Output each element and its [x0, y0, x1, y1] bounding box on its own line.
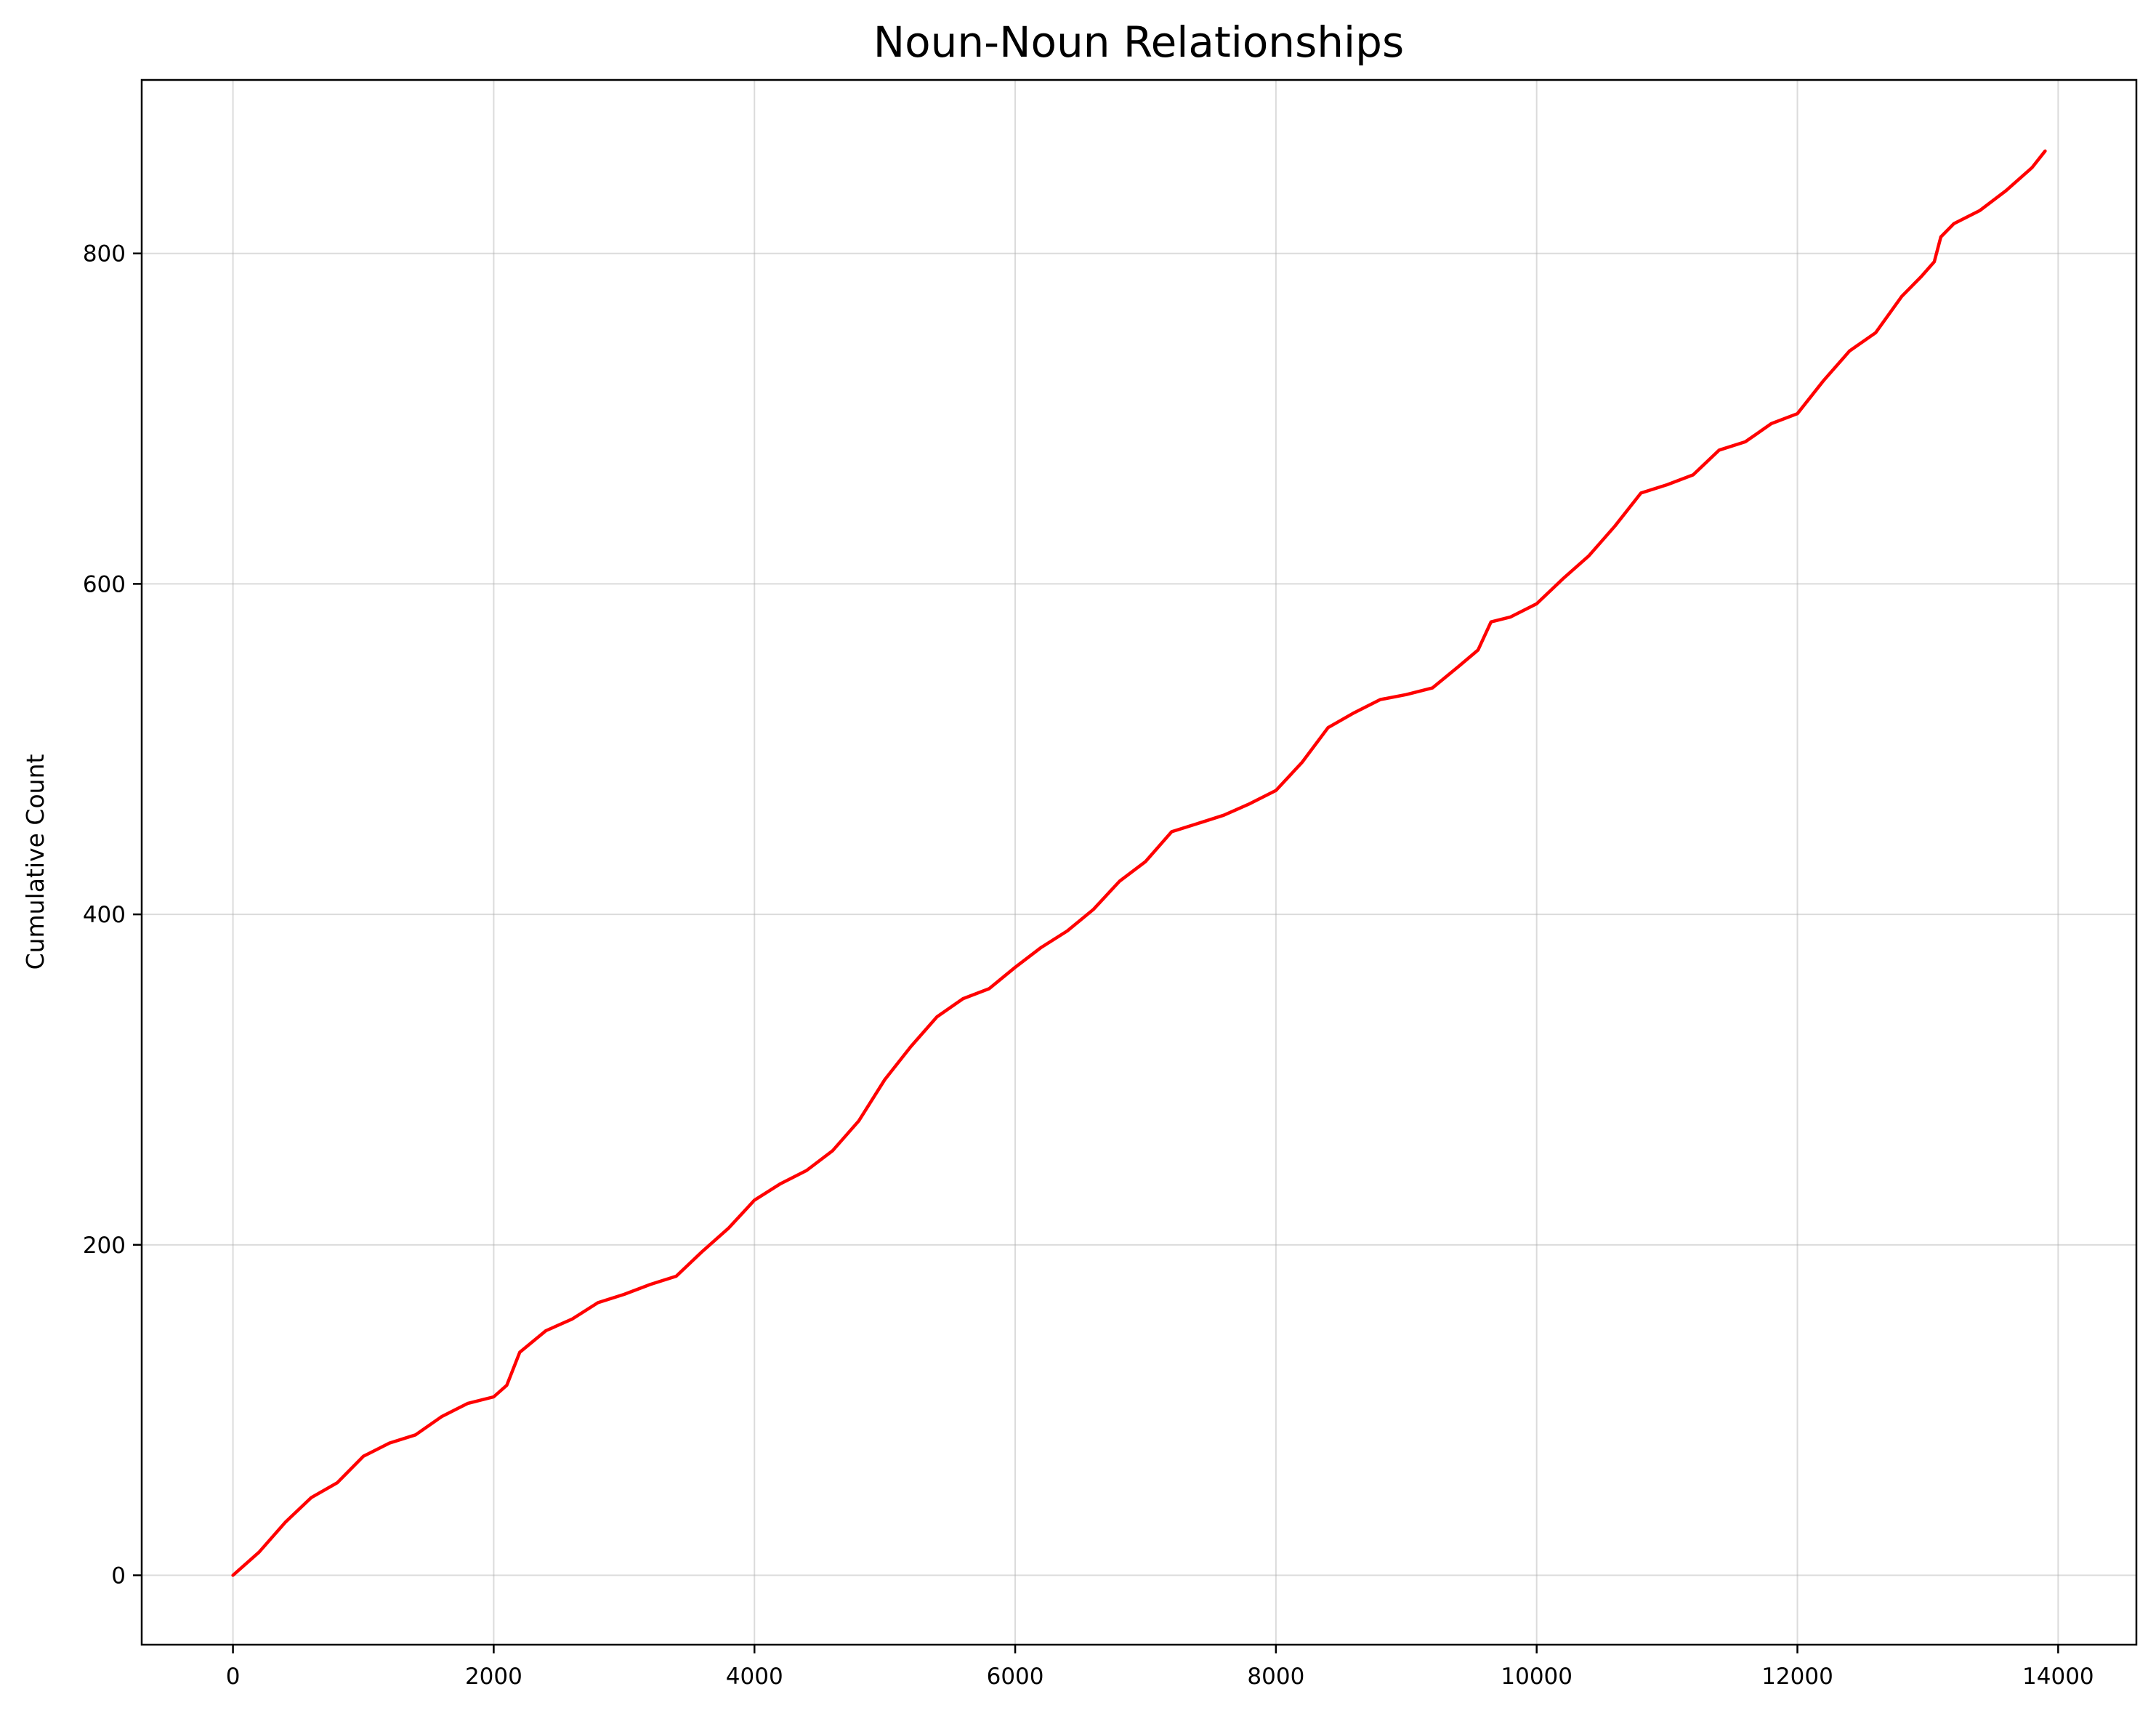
x-tick-label: 6000 — [987, 1664, 1044, 1690]
y-axis-label: Cumulative Count — [21, 754, 49, 970]
y-tick-label: 200 — [83, 1233, 126, 1259]
x-tick-label: 8000 — [1247, 1664, 1304, 1690]
x-tick-label: 0 — [226, 1664, 241, 1690]
chart-title: Noun-Noun Relationships — [873, 17, 1404, 67]
y-tick-label: 0 — [111, 1563, 126, 1589]
grid-lines — [142, 80, 2136, 1645]
x-tick-label: 10000 — [1501, 1664, 1572, 1690]
y-axis: 0 200 400 600 800 — [83, 241, 142, 1589]
x-tick-label: 14000 — [2022, 1664, 2094, 1690]
plot-frame — [140, 78, 2138, 1646]
x-tick-label: 4000 — [726, 1664, 783, 1690]
x-tick-label: 12000 — [1761, 1664, 1833, 1690]
y-tick-label: 600 — [83, 571, 126, 597]
y-tick-label: 400 — [83, 902, 126, 928]
series-line — [231, 149, 2047, 1577]
y-tick-label: 800 — [83, 241, 126, 267]
series-layer — [231, 149, 2047, 1577]
x-tick-label: 2000 — [465, 1664, 522, 1690]
x-axis: 0 2000 4000 6000 8000 10000 12000 14000 — [226, 1645, 2094, 1690]
